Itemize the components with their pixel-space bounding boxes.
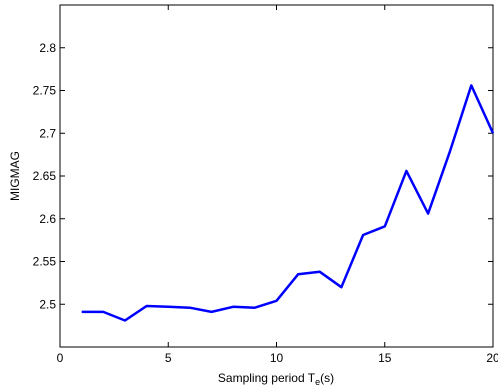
- y-axis-label: MIGMAG: [8, 151, 22, 201]
- x-tick-label: 15: [378, 351, 392, 365]
- y-tick-label: 2.55: [33, 255, 57, 269]
- x-tick-label: 5: [165, 351, 172, 365]
- tick-labels: 0 5 10 15 20 2.5 2.55 2.6 2.65 2.7 2.75 2.8: [33, 41, 498, 365]
- ticks: [59, 5, 494, 347]
- x-tick-label: 0: [57, 351, 64, 365]
- series-line: [81, 84, 495, 322]
- x-tick-label: 20: [486, 351, 498, 365]
- y-tick-label: 2.8: [39, 41, 56, 55]
- x-axis-label: Sampling period Te(s): [218, 371, 334, 387]
- y-tick-label: 2.65: [33, 169, 57, 183]
- plot-area: [59, 4, 494, 348]
- x-tick-label: 10: [270, 351, 284, 365]
- y-tick-label: 2.75: [33, 84, 57, 98]
- y-tick-label: 2.6: [39, 212, 56, 226]
- y-tick-label: 2.5: [39, 297, 56, 311]
- y-tick-label: 2.7: [39, 126, 56, 140]
